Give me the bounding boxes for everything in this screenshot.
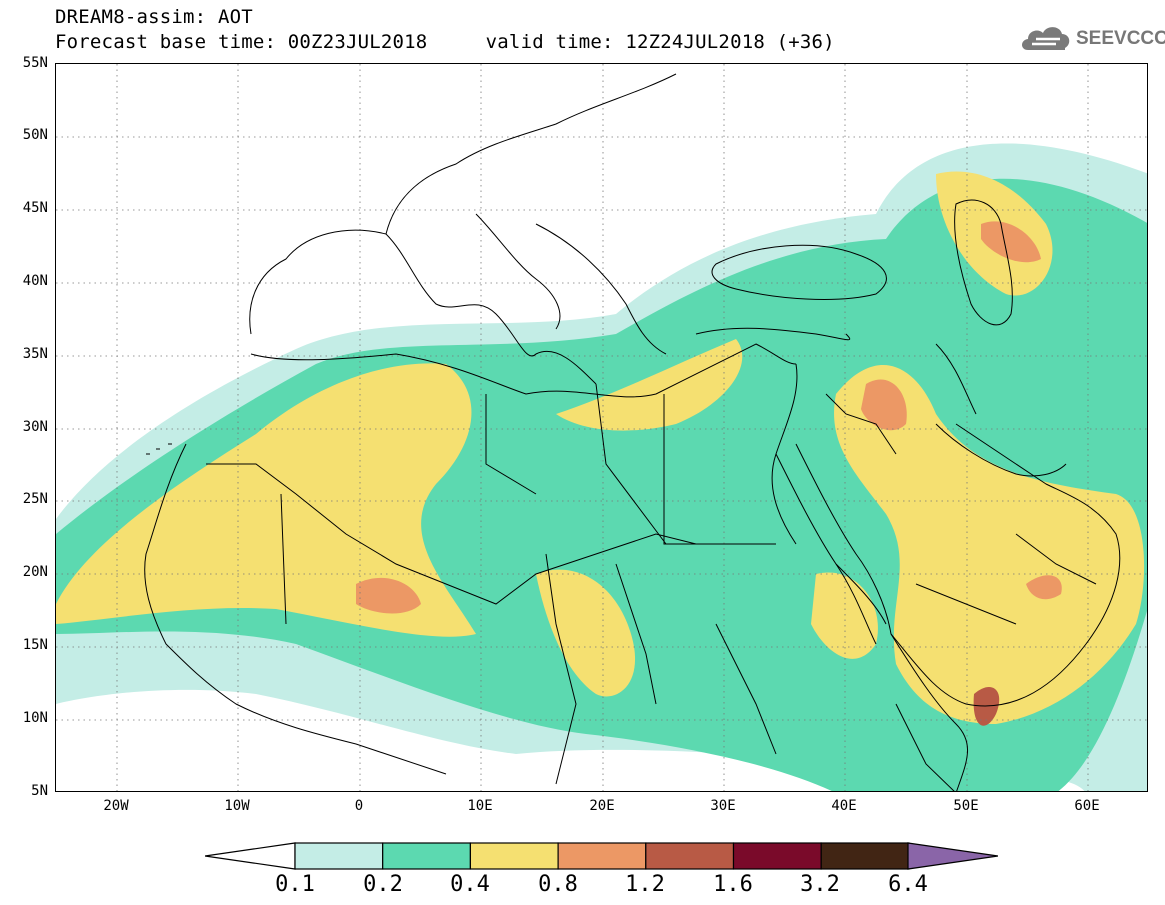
colorbar-label: 0.1 bbox=[275, 872, 315, 897]
lat-label: 25N bbox=[22, 491, 48, 507]
lon-label: 50E bbox=[953, 798, 979, 814]
graticule bbox=[56, 64, 1147, 791]
lat-label: 5N bbox=[31, 783, 48, 799]
map-area[interactable] bbox=[55, 63, 1148, 792]
lon-label: 10W bbox=[224, 798, 250, 814]
colorbar-label: 6.4 bbox=[888, 872, 928, 897]
lat-label: 50N bbox=[22, 127, 48, 143]
colorbar-segment bbox=[469, 842, 559, 870]
colorbar-label: 3.2 bbox=[800, 872, 840, 897]
valid-time: valid time: 12Z24JUL2018 (+36) bbox=[485, 31, 835, 53]
colorbar-segments bbox=[294, 842, 910, 870]
lat-label: 40N bbox=[22, 273, 48, 289]
aot-band-0.8-caspian bbox=[981, 221, 1041, 263]
aot-field bbox=[56, 143, 1147, 791]
lon-label: 10E bbox=[467, 798, 493, 814]
aot-map bbox=[56, 64, 1147, 791]
lat-label: 10N bbox=[22, 710, 48, 726]
lat-label: 55N bbox=[22, 55, 48, 71]
lat-label: 30N bbox=[22, 419, 48, 435]
lon-label: 0 bbox=[354, 798, 364, 814]
time-info: Forecast base time: 00Z23JUL2018 valid t… bbox=[55, 31, 835, 53]
colorbar-label: 1.2 bbox=[625, 872, 665, 897]
lon-label: 20W bbox=[103, 798, 129, 814]
colorbar-label: 0.4 bbox=[450, 872, 490, 897]
aot-band-0.4-arabia bbox=[834, 365, 1145, 724]
colorbar-segment bbox=[732, 842, 822, 870]
aot-band-0.4-libya bbox=[556, 339, 743, 431]
seevccc-logo: SEEVCCC bbox=[1018, 22, 1165, 58]
colorbar-label: 1.6 bbox=[713, 872, 753, 897]
lat-label: 45N bbox=[22, 200, 48, 216]
forecast-base-time: Forecast base time: 00Z23JUL2018 bbox=[55, 31, 428, 53]
coastlines-borders bbox=[144, 73, 1121, 791]
colorbar-label: 0.8 bbox=[538, 872, 578, 897]
colorbar-segment bbox=[382, 842, 471, 870]
colorbar-segment bbox=[557, 842, 647, 870]
aot-band-0.4-hornafrica bbox=[811, 572, 878, 659]
logo-text: SEEVCCC bbox=[1076, 28, 1165, 49]
lon-label: 40E bbox=[831, 798, 857, 814]
lon-label: 30E bbox=[710, 798, 736, 814]
colorbar-segment bbox=[645, 842, 735, 870]
colorbar-below-arrow bbox=[205, 842, 296, 870]
lat-label: 15N bbox=[22, 637, 48, 653]
lon-label: 60E bbox=[1074, 798, 1100, 814]
colorbar-above-arrow bbox=[907, 842, 998, 870]
aot-band-0.8-mali bbox=[356, 577, 421, 614]
aot-band-0.4-west bbox=[56, 363, 476, 637]
aot-band-0.8-oman bbox=[1026, 575, 1062, 600]
lon-label: 20E bbox=[589, 798, 615, 814]
colorbar-label: 0.2 bbox=[363, 872, 403, 897]
aot-colorbar bbox=[205, 842, 998, 870]
lat-label: 20N bbox=[22, 564, 48, 580]
colorbar-segment bbox=[820, 842, 910, 870]
colorbar-segment bbox=[294, 842, 384, 870]
cloud-icon bbox=[1022, 27, 1070, 50]
map-title: DREAM8-assim: AOT bbox=[55, 6, 253, 28]
aot-band-0.4-central bbox=[536, 569, 636, 697]
lat-label: 35N bbox=[22, 346, 48, 362]
aot-band-0.8-saudi bbox=[861, 379, 907, 431]
